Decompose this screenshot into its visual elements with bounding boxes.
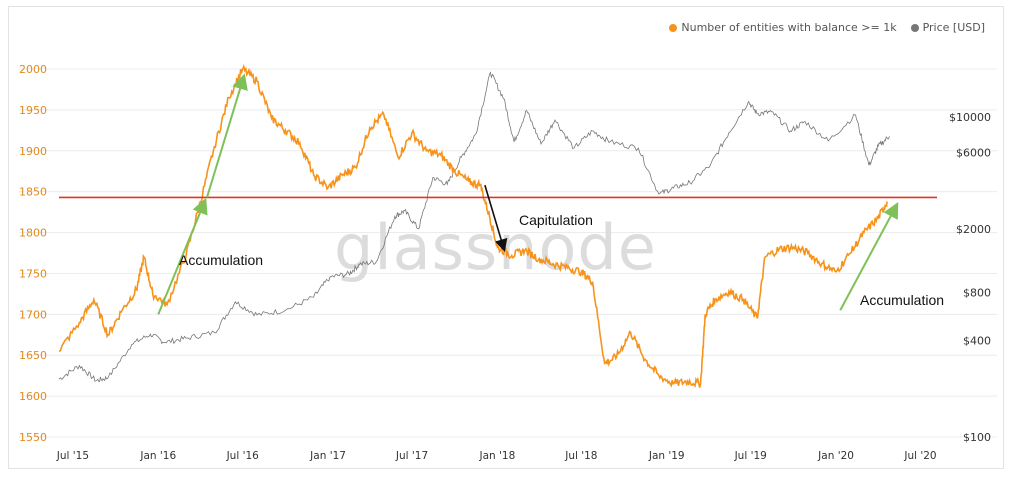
annotation-arrow: [484, 184, 508, 252]
x-tick-label: Jul '20: [903, 450, 936, 462]
right-tick-label: $800: [963, 287, 991, 300]
legend-item-entities[interactable]: Number of entities with balance >= 1k: [669, 21, 897, 34]
legend: Number of entities with balance >= 1k Pr…: [669, 21, 985, 34]
price-line: [58, 71, 890, 383]
gridlines: [19, 68, 997, 438]
left-tick-label: 1850: [19, 186, 47, 199]
legend-dot-price-icon: [910, 23, 919, 32]
x-tick-label: Jan '19: [648, 450, 685, 462]
x-tick-label: Jan '20: [817, 450, 854, 462]
right-tick-label: $100: [963, 431, 991, 444]
left-tick-label: 1750: [19, 267, 47, 280]
annotations: Accumulation Capitulation Accumulation: [157, 73, 944, 315]
legend-label-entities: Number of entities with balance >= 1k: [681, 21, 897, 34]
annotation-label: Capitulation: [519, 212, 593, 228]
legend-item-price[interactable]: Price [USD]: [910, 21, 985, 34]
entities-line: [58, 63, 888, 388]
left-tick-label: 1700: [19, 308, 47, 321]
x-tick-label: Jul '15: [56, 450, 89, 462]
right-axis-ticks: $100 $400 $800 $2000 $6000 $10000: [949, 111, 991, 444]
x-tick-label: Jan '17: [309, 450, 346, 462]
x-tick-label: Jan '18: [479, 450, 516, 462]
chart-svg: glassnode 1550 1600 1650 1700 1750 1800 1850 19…: [19, 63, 997, 462]
x-tick-label: Jul '18: [564, 450, 597, 462]
chart-frame: glassnode 1550 1600 1650 1700 1750 1800 1850 19…: [8, 6, 1004, 469]
legend-label-price: Price [USD]: [922, 21, 985, 34]
right-tick-label: $6000: [956, 147, 991, 160]
left-tick-label: 1650: [19, 349, 47, 362]
left-tick-label: 1600: [19, 390, 47, 403]
left-tick-label: 2000: [19, 63, 47, 76]
annotation-label: Accumulation: [860, 292, 944, 308]
annotation-arrow: [206, 73, 248, 198]
annotation-arrow: [839, 202, 899, 311]
annotation-arrow: [157, 197, 208, 315]
left-tick-label: 1550: [19, 431, 47, 444]
series-lines: [58, 63, 937, 388]
right-tick-label: $10000: [949, 111, 991, 124]
left-axis-ticks: 1550 1600 1650 1700 1750 1800 1850 1900 1950 2000: [19, 63, 47, 444]
legend-dot-entities-icon: [669, 23, 678, 32]
x-tick-label: Jul '16: [226, 450, 260, 462]
x-axis-ticks: Jul '15 Jan '16 Jul '16 Jan '17 Jul '17 Jan '…: [56, 450, 937, 462]
left-tick-label: 1800: [19, 227, 47, 240]
watermark: glassnode: [334, 211, 657, 284]
x-tick-label: Jan '16: [139, 450, 176, 462]
annotation-label: Accumulation: [179, 252, 263, 268]
left-tick-label: 1900: [19, 145, 47, 158]
right-tick-label: $2000: [956, 223, 991, 236]
left-tick-label: 1950: [19, 104, 47, 117]
right-tick-label: $400: [963, 335, 991, 348]
x-tick-label: Jul '19: [734, 450, 767, 462]
x-tick-label: Jul '17: [395, 450, 428, 462]
